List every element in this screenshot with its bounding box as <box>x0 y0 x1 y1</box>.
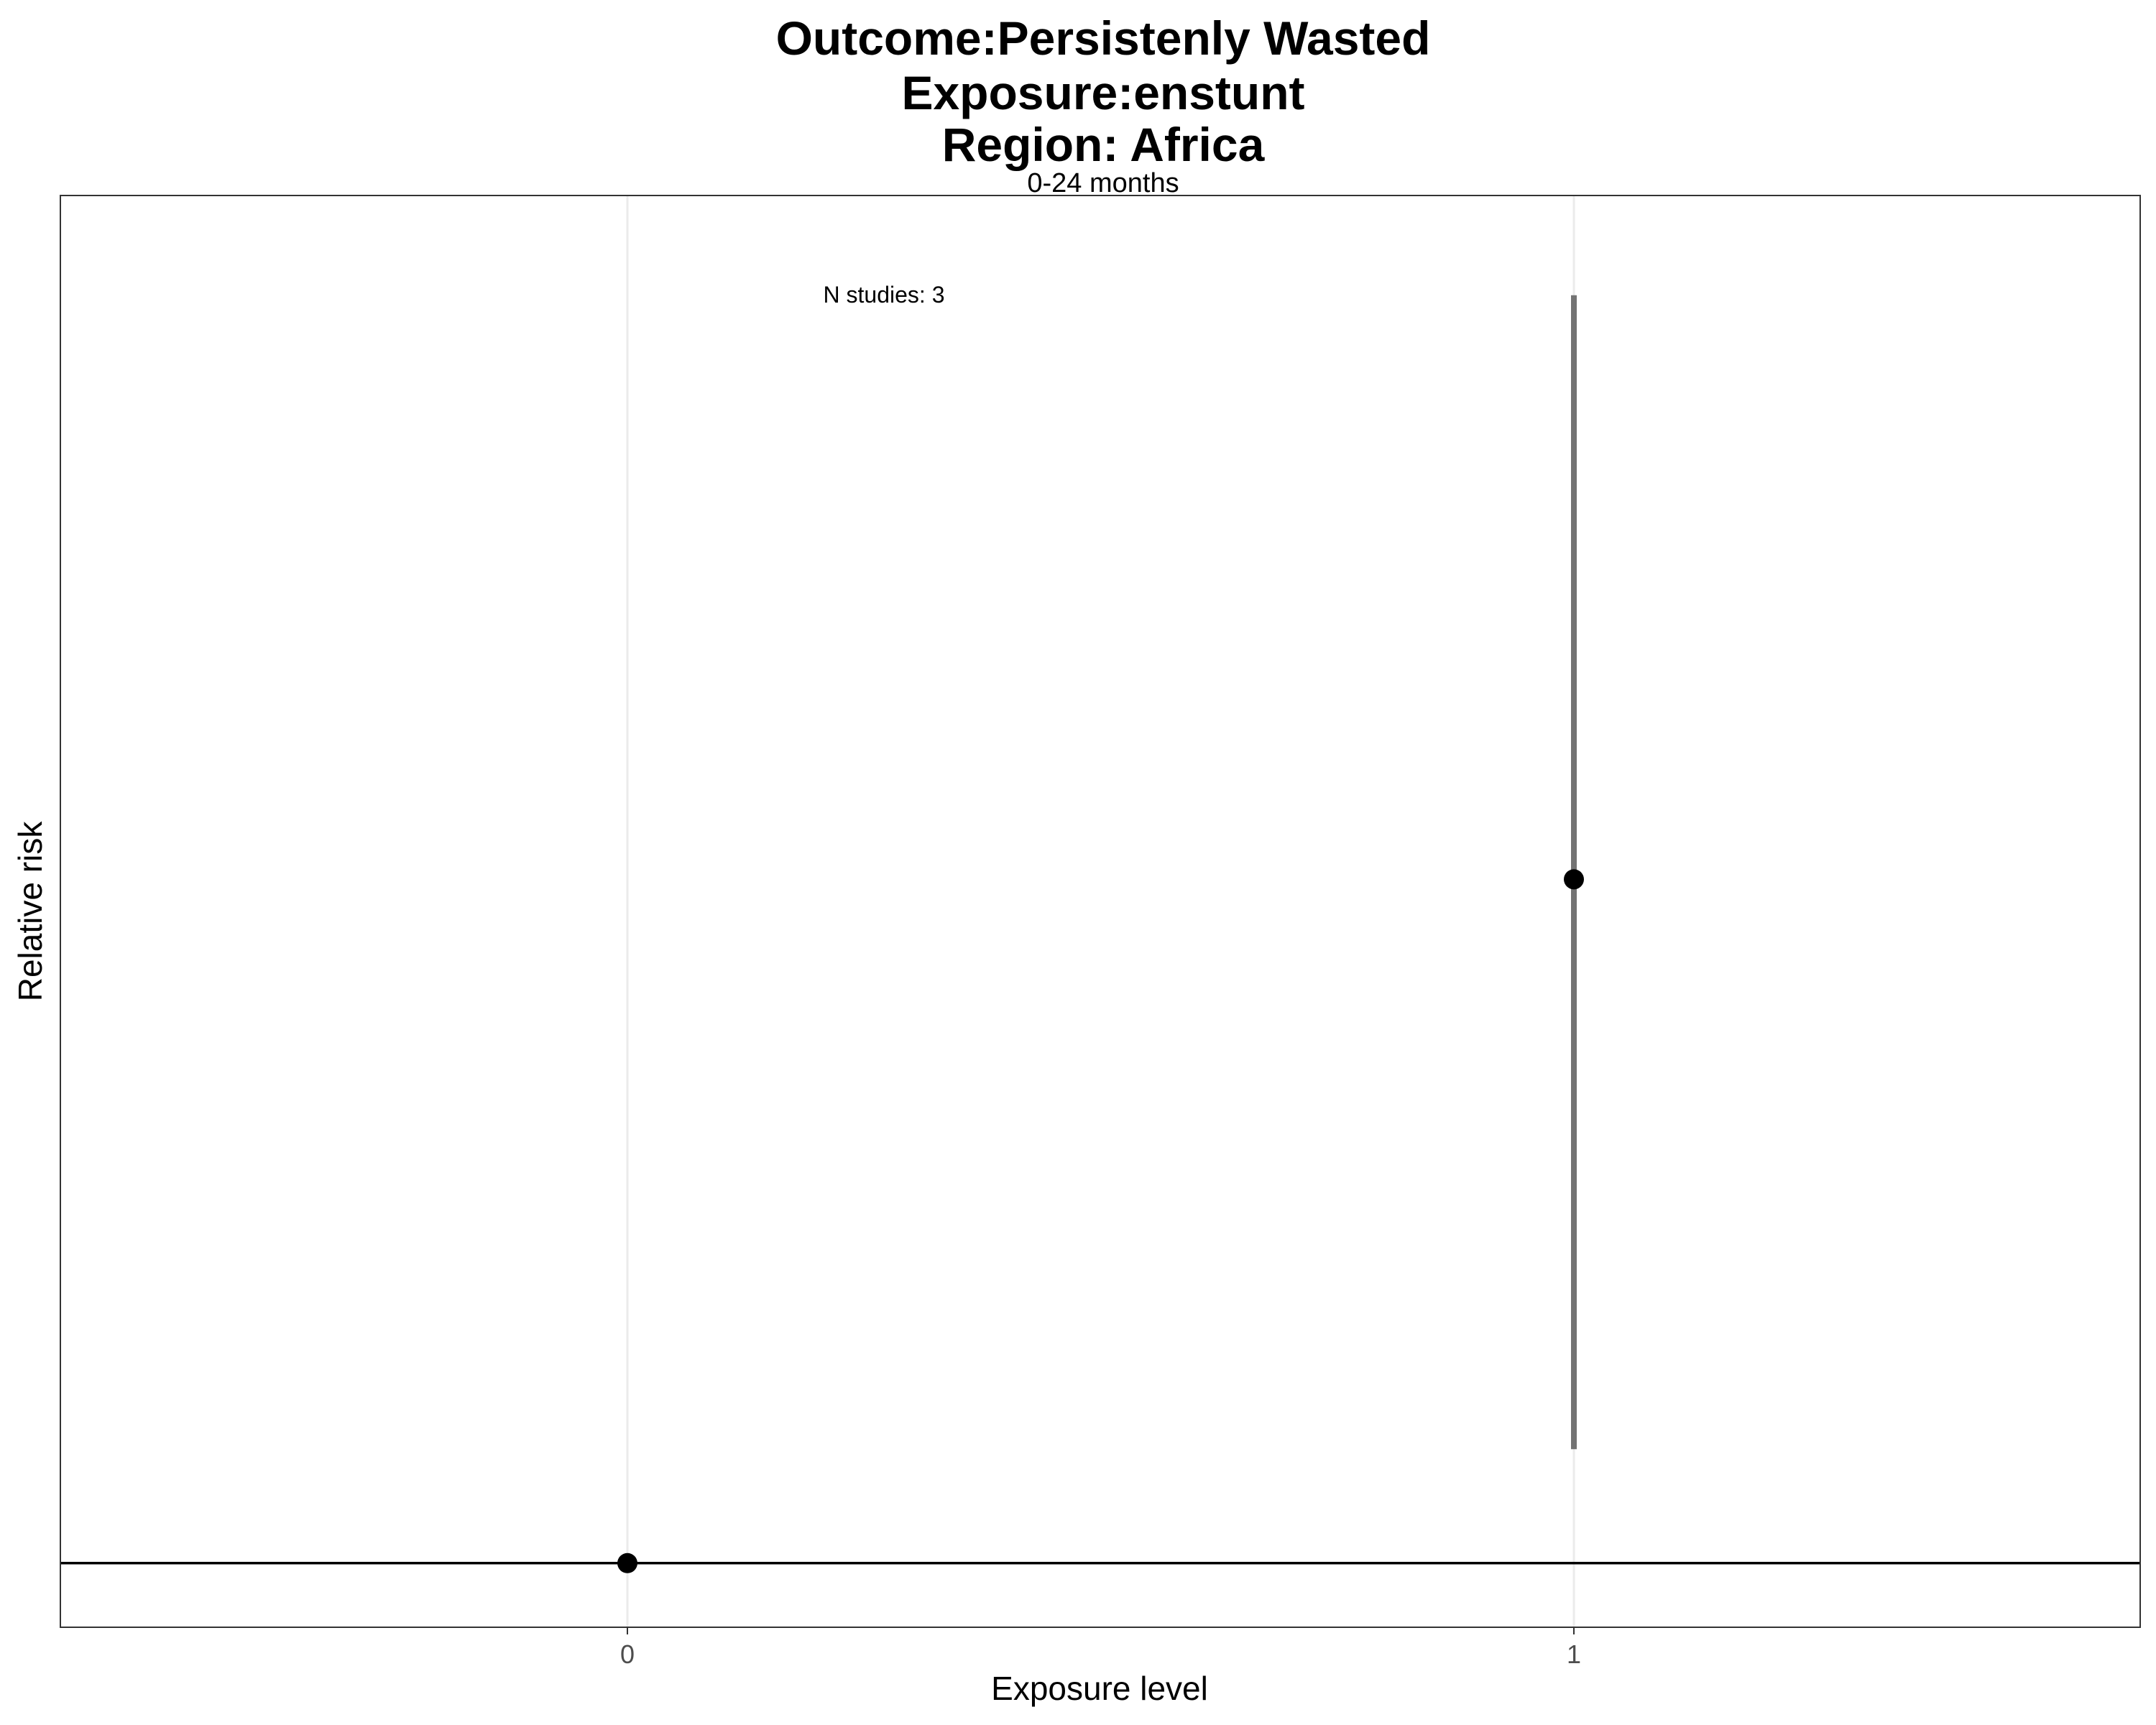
title-line-exposure: Exposure:enstunt <box>901 66 1304 119</box>
panel-background <box>60 196 2140 1627</box>
n-studies-annotation: N studies: 3 <box>824 282 945 308</box>
panel-border <box>60 195 2141 1628</box>
x-axis-title: Exposure level <box>991 1670 1208 1707</box>
title-line-region: Region: Africa <box>942 118 1266 171</box>
y-axis-title: Relative risk <box>11 821 49 1002</box>
chart-subtitle: 0-24 months <box>1027 168 1179 198</box>
title-line-outcome: Outcome:Persistenly Wasted <box>776 12 1431 65</box>
point-0 <box>617 1552 637 1573</box>
chart-title: Outcome:Persistenly Wasted Exposure:enst… <box>776 12 1431 171</box>
data-points <box>617 869 1584 1573</box>
x-tick-label-1: 1 <box>1567 1639 1581 1669</box>
point-1 <box>1564 869 1584 890</box>
plot-panel <box>60 195 2141 1628</box>
x-tick-label-0: 0 <box>620 1639 635 1669</box>
